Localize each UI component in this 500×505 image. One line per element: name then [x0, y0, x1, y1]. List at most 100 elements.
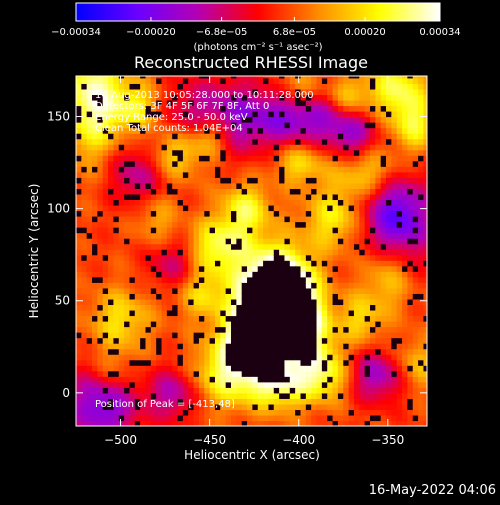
heatmap-cell — [182, 293, 189, 300]
heatmap-cell — [225, 315, 232, 322]
heatmap-cell — [332, 315, 339, 322]
heatmap-cell — [316, 88, 323, 96]
heatmap-cell — [182, 182, 189, 189]
heatmap-cell — [337, 321, 344, 328]
heatmap-cell — [369, 99, 376, 107]
heatmap-cell — [412, 409, 419, 416]
heatmap-cell — [182, 155, 189, 162]
heatmap-cell — [402, 122, 409, 129]
heatmap-cell — [150, 177, 157, 184]
heatmap-cell — [172, 144, 179, 151]
heatmap-cell — [247, 315, 253, 322]
heatmap-cell — [396, 309, 403, 317]
heatmap-cell — [161, 210, 168, 217]
heatmap-cell — [263, 365, 270, 372]
heatmap-cell — [407, 193, 414, 201]
heatmap-cell — [236, 171, 243, 178]
heatmap-cell — [273, 298, 280, 306]
heatmap-cell — [337, 276, 344, 283]
heatmap-cell — [311, 105, 318, 112]
heatmap-cell — [102, 348, 109, 355]
heatmap-cell — [257, 182, 264, 189]
heatmap-cell — [337, 420, 344, 426]
heatmap-cell — [241, 370, 248, 377]
heatmap-cell — [412, 76, 419, 79]
heatmap-cell — [311, 227, 318, 234]
heatmap-cell — [423, 105, 427, 112]
heatmap-cell — [343, 144, 350, 151]
heatmap-cell — [198, 77, 205, 84]
heatmap-cell — [332, 376, 339, 383]
heatmap-cell — [188, 304, 195, 311]
heatmap-cell — [220, 359, 227, 366]
heatmap-cell — [102, 199, 109, 206]
heatmap-cell — [204, 343, 211, 350]
heatmap-cell — [407, 210, 414, 217]
heatmap-cell — [220, 348, 227, 355]
heatmap-cell — [198, 298, 205, 306]
heatmap-cell — [86, 221, 93, 228]
heatmap-cell — [225, 387, 232, 394]
heatmap-cell — [268, 232, 275, 239]
heatmap-cell — [343, 293, 350, 300]
heatmap-cell — [295, 321, 302, 328]
heatmap-cell — [177, 265, 184, 272]
heatmap-cell — [188, 293, 195, 300]
heatmap-cell — [423, 111, 427, 118]
heatmap-cell — [102, 260, 109, 267]
heatmap-cell — [353, 359, 360, 366]
heatmap-cell — [348, 99, 355, 107]
heatmap-cell — [150, 171, 157, 178]
heatmap-cell — [156, 204, 163, 212]
heatmap-cell — [236, 309, 243, 317]
heatmap-cell — [386, 409, 392, 416]
heatmap-cell — [193, 265, 200, 272]
heatmap-cell — [150, 193, 157, 201]
heatmap-cell — [188, 376, 195, 383]
heatmap-cell — [209, 354, 216, 361]
heatmap-cell — [423, 177, 427, 184]
heatmap-cell — [353, 99, 360, 107]
heatmap-cell — [231, 265, 237, 272]
heatmap-cell — [321, 122, 328, 129]
heatmap-cell — [391, 83, 398, 90]
heatmap-cell — [412, 254, 419, 261]
heatmap-cell — [402, 409, 409, 416]
heatmap-cell — [140, 420, 147, 426]
heatmap-cell — [423, 309, 427, 317]
heatmap-cell — [364, 309, 371, 317]
heatmap-cell — [113, 254, 120, 261]
heatmap-cell — [380, 370, 387, 377]
heatmap-cell — [364, 144, 371, 151]
heatmap-cell — [396, 321, 403, 328]
heatmap-cell — [407, 326, 414, 333]
heatmap-cell — [402, 133, 409, 140]
heatmap-cell — [359, 343, 366, 350]
heatmap-cell — [305, 420, 312, 426]
heatmap-cell — [423, 293, 427, 300]
heatmap-cell — [279, 370, 286, 377]
heatmap-cell — [364, 155, 371, 162]
heatmap-cell — [418, 354, 425, 361]
heatmap-cell — [108, 365, 115, 372]
heatmap-cell — [140, 171, 147, 178]
heatmap-cell — [418, 204, 425, 212]
heatmap-cell — [145, 315, 152, 322]
heatmap-cell — [364, 249, 371, 256]
heatmap-cell — [241, 398, 248, 405]
heatmap-cell — [102, 144, 109, 151]
heatmap-cell — [364, 348, 371, 355]
heatmap-cell — [386, 83, 392, 90]
heatmap-cell — [252, 343, 259, 350]
heatmap-cell — [316, 210, 323, 217]
heatmap-cell — [129, 326, 136, 333]
heatmap-cell — [369, 348, 376, 355]
heatmap-cell — [102, 122, 109, 129]
heatmap-cell — [412, 293, 419, 300]
heatmap-cell — [247, 392, 253, 399]
heatmap-cell — [236, 287, 243, 294]
heatmap-cell — [316, 99, 323, 107]
heatmap-cell — [327, 77, 334, 84]
heatmap-cell — [380, 403, 387, 411]
heatmap-cell — [337, 76, 344, 79]
